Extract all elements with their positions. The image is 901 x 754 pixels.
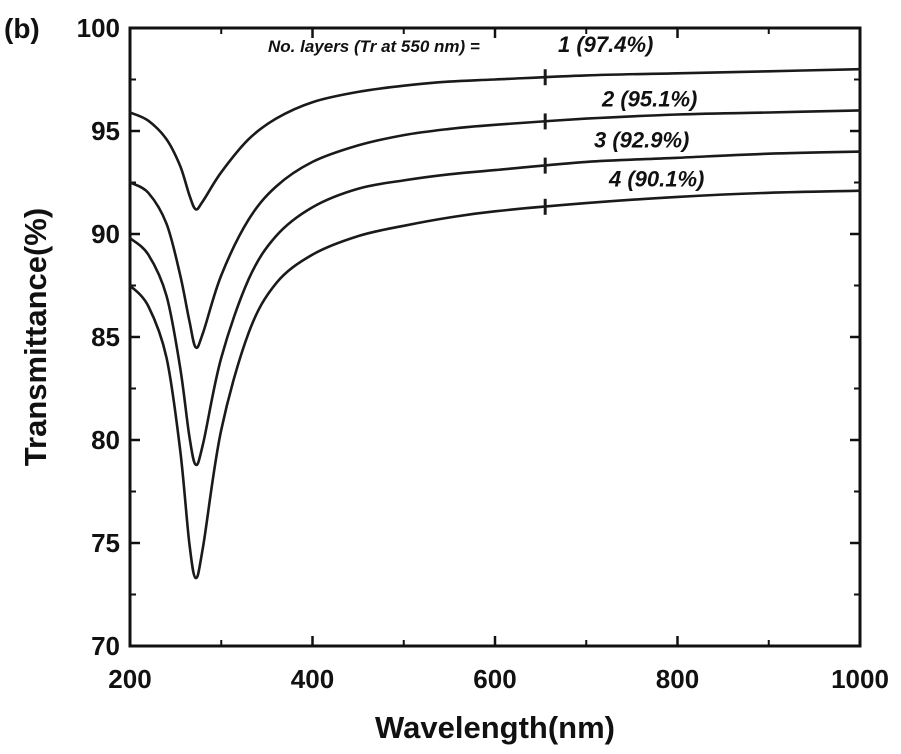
series-line-3 [128,150,862,467]
series-label-2: 2 (95.1%) [601,86,697,111]
legend-header: No. layers (Tr at 550 nm) = [268,37,480,56]
y-tick-label: 100 [77,13,120,43]
series-label-1: 1 (97.4%) [558,32,653,57]
y-tick-label: 80 [91,425,120,455]
y-tick-label: 90 [91,219,120,249]
plot-frame [128,26,862,648]
x-tick-label: 800 [656,664,699,694]
series-labels: 1 (97.4%) 2 (95.1%) 3 (92.9%) 4 (90.1%) [558,32,704,192]
x-tick-label: 400 [291,664,334,694]
y-tick-label: 95 [91,116,120,146]
x-tick-label: 1000 [831,664,889,694]
axis-ticks: 200 400 600 800 1000 70 75 80 85 90 95 100 [77,13,889,694]
y-tick-label: 85 [91,322,120,352]
series-line-4 [128,189,862,580]
y-tick-label: 75 [91,528,120,558]
x-tick-label: 200 [108,664,151,694]
series-lines [128,67,862,580]
y-axis-label: Transmittance(%) [18,208,53,466]
x-tick-label: 600 [473,664,516,694]
y-tick-label: 70 [91,631,120,661]
series-label-3: 3 (92.9%) [594,128,689,153]
series-label-4: 4 (90.1%) [608,167,704,192]
panel-label: (b) [4,13,40,44]
series-line-2 [128,109,862,350]
x-axis-label: Wavelength(nm) [375,710,615,745]
series-line-1 [128,67,862,211]
